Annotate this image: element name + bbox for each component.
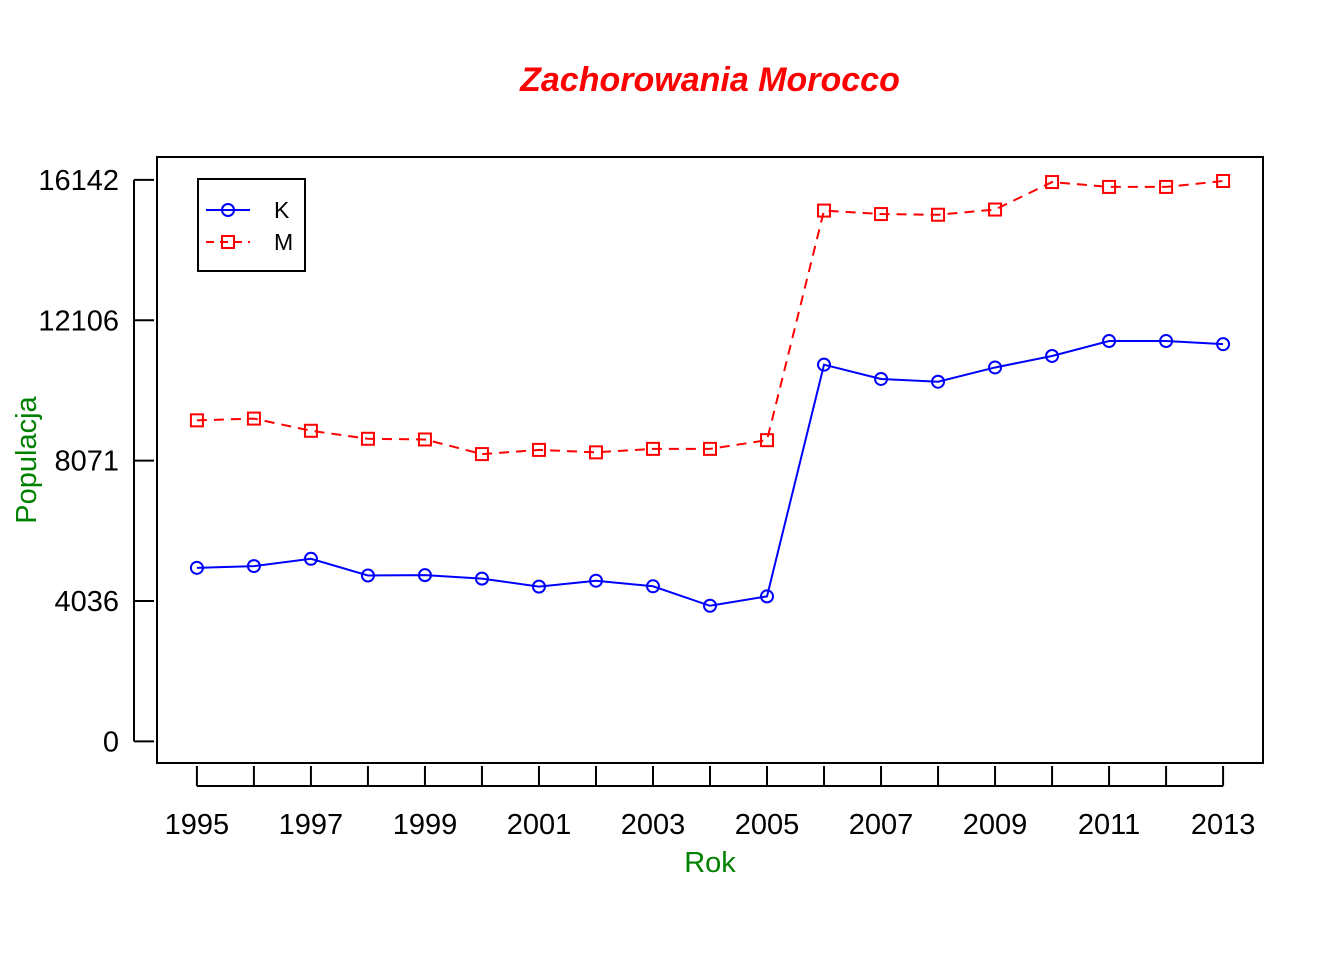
series-k-point xyxy=(760,589,775,604)
y-tick-label: 0 xyxy=(103,726,119,758)
series-k-line xyxy=(196,340,1224,607)
series-m-point xyxy=(1216,174,1231,189)
series-m-point xyxy=(588,445,603,460)
plot-frame xyxy=(156,156,1264,764)
x-tick-label: 2013 xyxy=(1191,809,1256,841)
series-k-point xyxy=(303,551,318,566)
series-k-point xyxy=(988,360,1003,375)
chart-title: Zachorowania Morocco xyxy=(519,61,900,99)
series-k-point xyxy=(246,559,261,574)
series-k-point xyxy=(817,357,832,372)
series-m-point xyxy=(645,441,660,456)
series-m-point xyxy=(988,202,1003,217)
series-k-point xyxy=(588,573,603,588)
series-m xyxy=(189,174,1231,462)
series-k-point xyxy=(1102,334,1117,349)
x-axis-label: Rok xyxy=(684,847,736,879)
series-m-point xyxy=(303,423,318,438)
x-tick-label: 1999 xyxy=(393,809,458,841)
y-tick-label: 12106 xyxy=(38,305,119,337)
series-m-point xyxy=(246,411,261,426)
x-tick-label: 2011 xyxy=(1078,809,1140,841)
series-m-line xyxy=(196,180,1224,456)
series-layer xyxy=(189,174,1231,613)
x-tick-label: 2001 xyxy=(507,809,572,841)
series-k-point xyxy=(360,568,375,583)
series-k-point xyxy=(645,579,660,594)
x-tick-label: 2005 xyxy=(735,809,800,841)
legend-marker-m xyxy=(221,235,235,249)
series-m-point xyxy=(474,447,489,462)
series-k-point xyxy=(703,598,717,613)
series-m-point xyxy=(531,442,546,457)
y-tick-label: 16142 xyxy=(38,165,119,197)
series-k xyxy=(189,334,1231,613)
x-tick-label: 1997 xyxy=(279,809,344,841)
legend-box xyxy=(197,178,306,272)
series-k-point xyxy=(931,374,946,389)
series-m-point xyxy=(360,431,375,446)
series-m-point xyxy=(703,441,717,456)
series-m-point xyxy=(417,432,432,447)
series-m-point xyxy=(1045,175,1060,190)
series-k-point xyxy=(189,560,204,575)
series-k-point xyxy=(874,371,889,386)
x-tick-label: 2009 xyxy=(963,809,1028,841)
legend-label-m: M xyxy=(274,229,293,255)
series-k-point xyxy=(417,568,432,583)
series-k-point xyxy=(1045,348,1060,363)
x-tick-label: 1995 xyxy=(165,809,230,841)
series-k-point xyxy=(531,579,546,594)
series-m-point xyxy=(931,207,946,222)
series-k-point xyxy=(1216,337,1231,352)
x-axis: 1995 1997 1999 2001 2003 2005 2007 2009 2011 2013 xyxy=(165,766,1256,841)
y-axis: 0 4036 8071 12106 16142 xyxy=(38,165,154,758)
x-tick-label: 2003 xyxy=(621,809,686,841)
series-m-point xyxy=(1102,179,1117,194)
series-k-point xyxy=(1159,334,1174,349)
y-tick-label: 8071 xyxy=(54,446,119,478)
y-axis-label: Populacja xyxy=(11,395,43,523)
series-m-point xyxy=(817,203,832,218)
legend: KM xyxy=(197,178,306,272)
y-tick-label: 4036 xyxy=(54,586,119,618)
legend-label-k: K xyxy=(274,197,290,223)
series-m-point xyxy=(1159,179,1174,194)
series-k-point xyxy=(474,571,489,586)
series-m-point xyxy=(874,207,889,222)
series-m-point xyxy=(189,413,204,428)
x-tick-label: 2007 xyxy=(849,809,914,841)
legend-marker-k xyxy=(221,203,235,217)
series-m-point xyxy=(760,433,775,448)
